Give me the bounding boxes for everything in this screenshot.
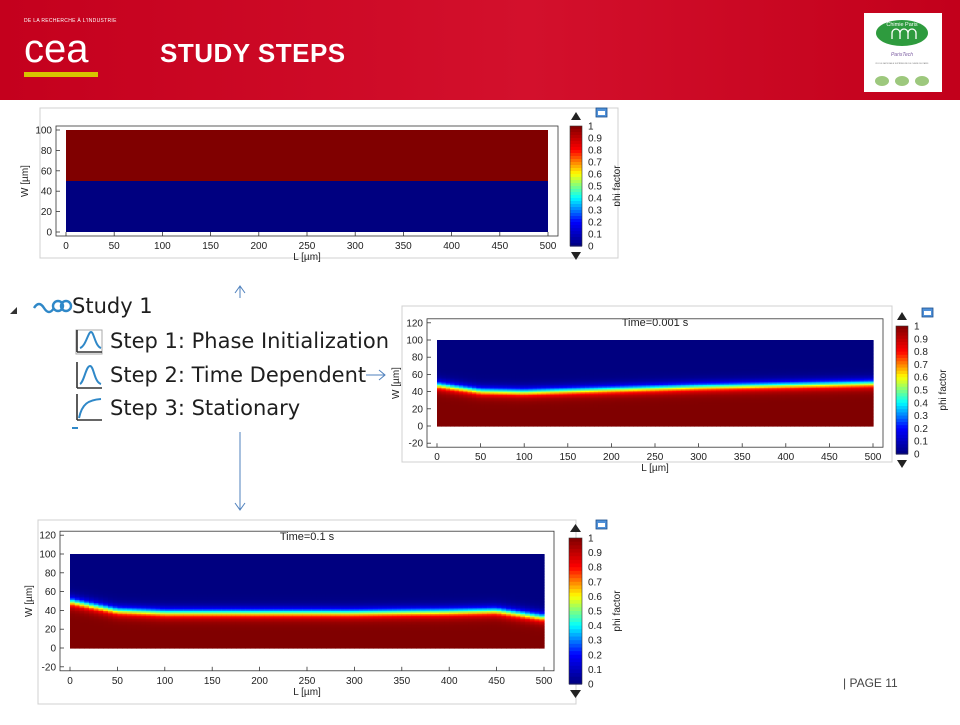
page-number: | PAGE 11 <box>843 676 898 690</box>
